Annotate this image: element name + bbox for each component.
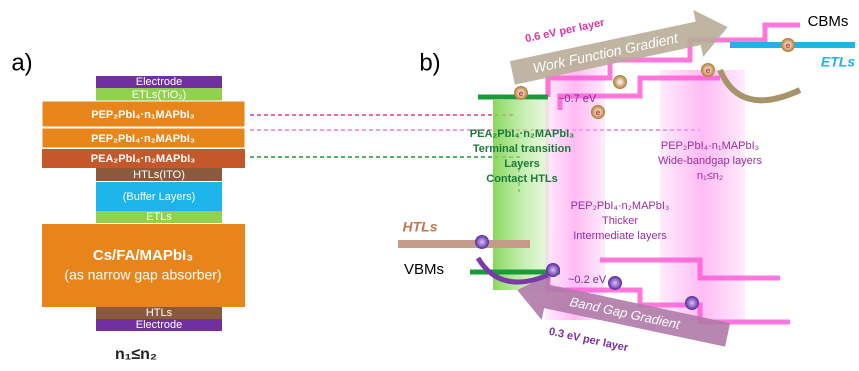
cbm-label: CBMs <box>808 13 849 30</box>
layer-label: HTLs <box>146 307 173 319</box>
layer-label: Electrode <box>136 319 182 331</box>
arrow-value: 0.3 eV per layer <box>548 326 630 355</box>
arrow-value: 0.6 eV per layer <box>524 17 606 46</box>
vbm-label: VBMs <box>404 261 444 278</box>
layer-label: HTLs(ITO) <box>133 169 185 181</box>
layer-label: (Buffer Layers) <box>123 191 196 203</box>
layer-label: (as narrow gap absorber) <box>64 267 221 283</box>
layer <box>42 224 245 307</box>
contact-text: Terminal transition <box>473 143 571 155</box>
electron-label: e <box>596 108 601 117</box>
panel-label: a) <box>11 49 32 76</box>
note: n₁≤n₂ <box>115 346 157 363</box>
layer-label: ETLs(TiO₂) <box>132 89 187 101</box>
contact-text: Layers <box>504 158 539 170</box>
layer-label: Electrode <box>136 76 182 88</box>
layer-label: PEA₂PbI₄·n₂MAPbI₃ <box>91 153 195 165</box>
intermediate-text: Intermediate layers <box>573 230 667 242</box>
hole <box>608 276 622 290</box>
figure: a) Electrode ETLs(TiO₂) PEP₂PbI₄·n₁MAPbI… <box>0 0 859 371</box>
panel-label: b) <box>419 49 440 76</box>
wide-text: PEP₂PbI₄·n₁MAPbI₃ <box>661 140 759 152</box>
contact-text: Contact HTLs <box>486 173 558 185</box>
offset-label: ~0.2 eV <box>568 274 607 286</box>
layer-label: PEP₂PbI₄·n₁MAPbI₃ <box>91 109 195 121</box>
intermediate-text: PEP₂PbI₄·n₂MAPbI₃ <box>571 200 670 212</box>
electron-label: e <box>786 41 791 50</box>
contact-text: PEA₂PbI₄·n₂MAPbI₃ <box>470 128 574 140</box>
dashed-arrow <box>250 157 519 192</box>
hole <box>546 263 560 277</box>
electron-label: e <box>519 89 524 98</box>
offset-label: ~0.7 eV <box>558 93 597 105</box>
layer-label: PEP₂PbI₄·n₂MAPbI₃ <box>91 133 195 145</box>
htl-bar <box>398 240 530 248</box>
etl-label: ETLs <box>821 54 855 70</box>
panel-a: a) Electrode ETLs(TiO₂) PEP₂PbI₄·n₁MAPbI… <box>11 49 245 363</box>
layer-label: Cs/FA/MAPbI₃ <box>93 247 193 264</box>
electron-label: e <box>706 66 711 75</box>
band <box>660 70 745 320</box>
wide-text: n₁≤n₂ <box>697 170 723 182</box>
hole <box>475 235 489 249</box>
wide-text: Wide-bandgap layers <box>658 155 762 167</box>
htl-label: HTLs <box>403 219 438 235</box>
intermediate-text: Thicker <box>602 215 638 227</box>
electron <box>613 75 627 89</box>
hole <box>685 296 699 310</box>
panel-b: b) CBMs ETLs HTLs VBMs Work Function Gra… <box>398 0 855 371</box>
layer-label: ETLs <box>146 211 172 223</box>
